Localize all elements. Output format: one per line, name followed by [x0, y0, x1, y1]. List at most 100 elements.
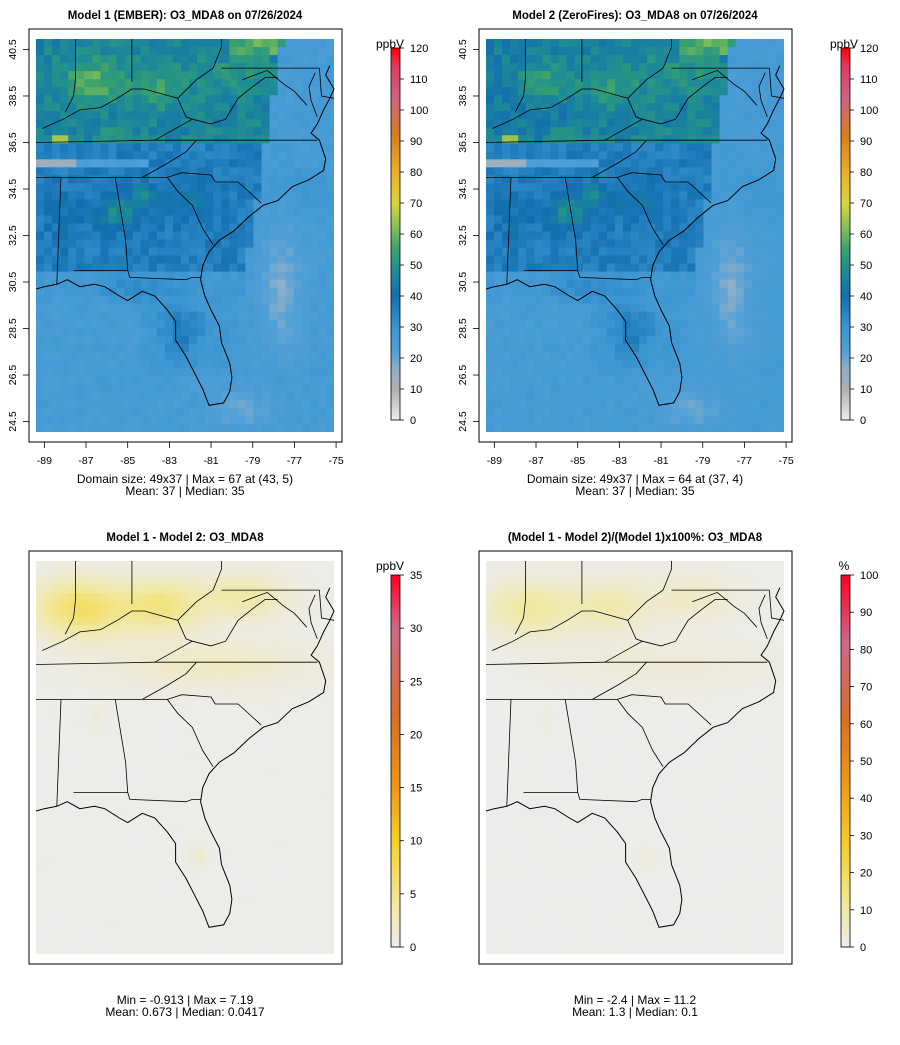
heatmap-cell [261, 311, 271, 321]
heatmap-cell [647, 71, 656, 80]
heatmap-cell [767, 223, 777, 233]
heatmap-cell [550, 399, 560, 409]
heatmap-cell [189, 95, 198, 104]
heatmap-cell [663, 103, 672, 112]
heatmap-cell [735, 391, 745, 401]
heatmap-cell [293, 585, 303, 594]
heatmap-cell [261, 585, 271, 594]
heatmap-cell [534, 375, 543, 385]
heatmap-cell [156, 191, 166, 201]
heatmap-cell [229, 79, 238, 88]
heatmap-cell [229, 601, 238, 610]
heatmap-cell [775, 199, 784, 209]
heatmap-cell [301, 569, 311, 578]
heatmap-cell [148, 713, 158, 723]
heatmap-cell [534, 87, 543, 96]
heatmap-cell [325, 303, 334, 313]
heatmap-cell [124, 761, 134, 771]
heatmap-cell [494, 375, 503, 385]
heatmap-cell [558, 47, 568, 56]
colorbar-swatch [841, 237, 850, 241]
heatmap-cell [622, 71, 632, 80]
heatmap-cell [172, 207, 182, 217]
colorbar-swatch [841, 66, 850, 71]
heatmap-cell [140, 681, 150, 690]
colorbar-swatch [391, 311, 400, 316]
heatmap-cell [156, 303, 166, 313]
heatmap-cell [253, 673, 263, 682]
heatmap-cell [687, 295, 696, 305]
heatmap-cell [100, 143, 110, 152]
heatmap-cell [590, 87, 600, 96]
heatmap-cell [655, 87, 664, 96]
heatmap-cell [277, 263, 287, 273]
heatmap-cell [253, 327, 263, 337]
heatmap-cell [60, 697, 69, 706]
heatmap-cell [703, 223, 713, 233]
heatmap-cell [60, 159, 69, 168]
heatmap-cell [534, 287, 543, 297]
heatmap-cell [639, 191, 648, 201]
heatmap-cell [647, 199, 656, 209]
heatmap-cell [574, 55, 584, 64]
heatmap-cell [582, 207, 592, 217]
heatmap-cell [132, 111, 142, 120]
heatmap-cell [68, 697, 77, 706]
heatmap-cell [132, 665, 142, 674]
heatmap-cell [655, 167, 664, 176]
heatmap-cell [285, 601, 295, 610]
heatmap-cell [486, 335, 495, 345]
heatmap-cell [261, 649, 271, 658]
colorbar-swatch [391, 395, 400, 399]
heatmap-cell [301, 263, 311, 273]
heatmap-cell [156, 697, 166, 706]
heatmap-cell [550, 167, 560, 176]
colorbar-swatch [841, 69, 850, 74]
heatmap-cell [60, 617, 69, 626]
heatmap-cell [237, 593, 246, 602]
heatmap-cell [221, 239, 230, 249]
heatmap-cell [100, 71, 110, 80]
heatmap-cell [44, 95, 53, 104]
heatmap-cell [293, 601, 303, 610]
heatmap-cell [148, 55, 158, 64]
heatmap-cell [542, 39, 552, 48]
heatmap-cell [574, 183, 584, 192]
heatmap-cell [655, 255, 664, 265]
heatmap-cell [221, 577, 230, 586]
heatmap-cell [132, 391, 142, 401]
heatmap-cell [245, 657, 255, 666]
heatmap-cell [132, 39, 142, 48]
heatmap-cell [727, 111, 737, 120]
heatmap-cell [213, 39, 222, 48]
heatmap-cell [261, 399, 271, 409]
heatmap-cell [582, 87, 592, 96]
heatmap-cell [68, 175, 77, 184]
heatmap-cell [180, 407, 190, 417]
heatmap-cell [526, 63, 535, 72]
heatmap-cell [44, 271, 53, 281]
heatmap-cell [502, 127, 511, 136]
heatmap-cell [301, 199, 311, 209]
heatmap-cell [671, 399, 680, 409]
heatmap-cell [253, 39, 263, 48]
heatmap-cell [100, 423, 110, 432]
heatmap-cell [767, 79, 777, 88]
heatmap-cell [164, 327, 174, 337]
heatmap-cell [655, 287, 664, 297]
heatmap-cell [751, 103, 761, 112]
heatmap-cell [221, 399, 230, 409]
heatmap-cell [775, 63, 784, 72]
heatmap-cell [767, 63, 777, 72]
heatmap-cell [630, 175, 640, 184]
heatmap-cell [116, 569, 126, 578]
heatmap-cell [92, 119, 102, 128]
heatmap-cell [100, 585, 110, 594]
heatmap-cell [542, 111, 552, 120]
heatmap-cell [229, 359, 238, 369]
heatmap-cell [92, 383, 102, 393]
heatmap-cell [534, 319, 543, 329]
heatmap-cell [221, 319, 230, 329]
heatmap-cell [550, 359, 560, 369]
heatmap-cell [180, 263, 190, 273]
